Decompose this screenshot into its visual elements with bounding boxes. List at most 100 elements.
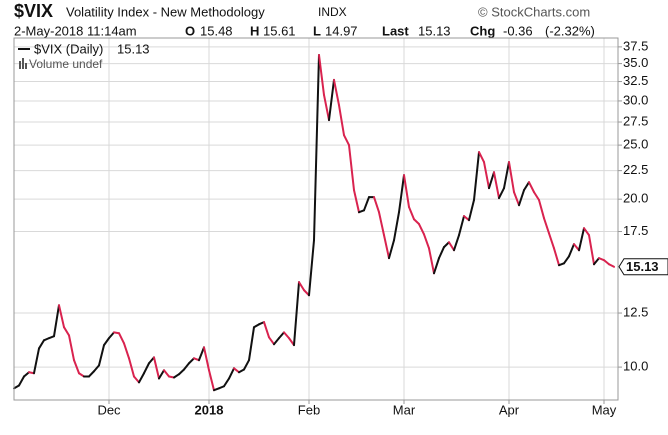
y-tick-label: 10.0 [623, 359, 648, 374]
y-tick-label: 25.0 [623, 137, 648, 152]
price-segment [313, 53, 320, 242]
price-segment [343, 134, 350, 147]
price-segment [208, 369, 215, 392]
price-segment [183, 362, 190, 371]
price-segment [528, 181, 535, 194]
price-segment [93, 364, 100, 373]
open-label: O [185, 23, 195, 38]
price-segment [323, 93, 330, 122]
price-segment [353, 189, 360, 214]
price-segment [228, 367, 235, 380]
price-segment [98, 344, 105, 367]
last-value-label: 15.13 [626, 259, 659, 274]
price-segment [523, 181, 530, 192]
price-segment [498, 187, 505, 200]
last: 15.13 [418, 23, 451, 38]
price-segment [338, 104, 345, 137]
chg: -0.36 [503, 23, 533, 38]
y-tick-label: 12.5 [623, 304, 648, 319]
volume-label: Volume undef [29, 57, 103, 71]
legend-label: $VIX (Daily) [34, 41, 103, 56]
price-segment [593, 257, 600, 266]
price-segment [533, 191, 540, 202]
legend-value: 15.13 [117, 41, 150, 56]
price-segment [433, 257, 440, 275]
price-segment [68, 334, 75, 362]
price-segment [423, 233, 430, 250]
price-segment [538, 199, 545, 220]
symbol: $VIX [14, 1, 53, 21]
price-segment [608, 263, 615, 268]
price-segment [383, 234, 390, 260]
price-segment [333, 78, 340, 107]
price-segment [443, 241, 450, 249]
price-segment [298, 281, 305, 292]
date: 2-May-2018 11:14am [14, 23, 137, 38]
y-tick-label: 35.0 [623, 55, 648, 70]
price-segment [378, 211, 385, 237]
price-segment [573, 243, 580, 252]
x-tick-label: Apr [499, 402, 520, 417]
price-segment [438, 246, 445, 260]
price-segment [553, 247, 560, 267]
price-segment [158, 369, 165, 380]
price-segment [223, 377, 230, 388]
price-segment [103, 337, 110, 347]
price-segment [418, 223, 425, 236]
price-segment [143, 362, 150, 375]
x-tick-label: Dec [97, 402, 121, 417]
price-segment [363, 196, 370, 212]
price-segment [188, 357, 195, 365]
price-segment [123, 342, 130, 360]
price-segment [398, 174, 405, 214]
price-segment [603, 259, 610, 266]
price-segment [393, 211, 400, 242]
x-tick-label: Mar [393, 402, 416, 417]
price-segment [578, 227, 585, 252]
y-tick-label: 32.5 [623, 73, 648, 88]
price-segment [163, 369, 170, 378]
last-label: Last [382, 23, 409, 38]
last-marker [618, 258, 668, 276]
price-segment [453, 234, 460, 252]
price-segment [58, 304, 65, 329]
price-segment [18, 375, 25, 387]
price-segment [373, 196, 380, 214]
credit: © StockCharts.com [478, 4, 590, 19]
price-segment [308, 239, 315, 297]
price-segment [588, 234, 595, 266]
plot-frame [13, 37, 619, 401]
price-segment [278, 331, 285, 340]
price-segment [138, 372, 145, 384]
price-segment [153, 356, 160, 380]
price-segment [118, 332, 125, 345]
price-segment [328, 78, 335, 122]
y-tick-label: 22.5 [623, 162, 648, 177]
y-tick-label: 37.5 [623, 38, 648, 53]
high-label: H [250, 23, 259, 38]
price-segment [388, 239, 395, 260]
low-label: L [313, 23, 321, 38]
price-segment [178, 368, 185, 376]
price-segment [148, 356, 155, 365]
price-segment [133, 375, 140, 384]
price-segment [63, 326, 70, 337]
price-segment [493, 171, 500, 200]
price-segment [513, 191, 520, 207]
price-segment [563, 255, 570, 265]
price-segment [128, 357, 135, 378]
chg-pct: (-2.32%) [545, 23, 595, 38]
open: 15.48 [200, 23, 233, 38]
price-segment [403, 174, 410, 209]
price-segment [88, 370, 95, 378]
price-segment [483, 161, 490, 190]
price-segment [263, 321, 270, 339]
x-tick-label: Feb [298, 402, 320, 417]
high: 15.61 [263, 23, 296, 38]
price-segment [203, 346, 210, 372]
price-segment [503, 161, 510, 190]
price-segment [318, 53, 325, 96]
low: 14.97 [325, 23, 358, 38]
price-segment [268, 336, 275, 346]
